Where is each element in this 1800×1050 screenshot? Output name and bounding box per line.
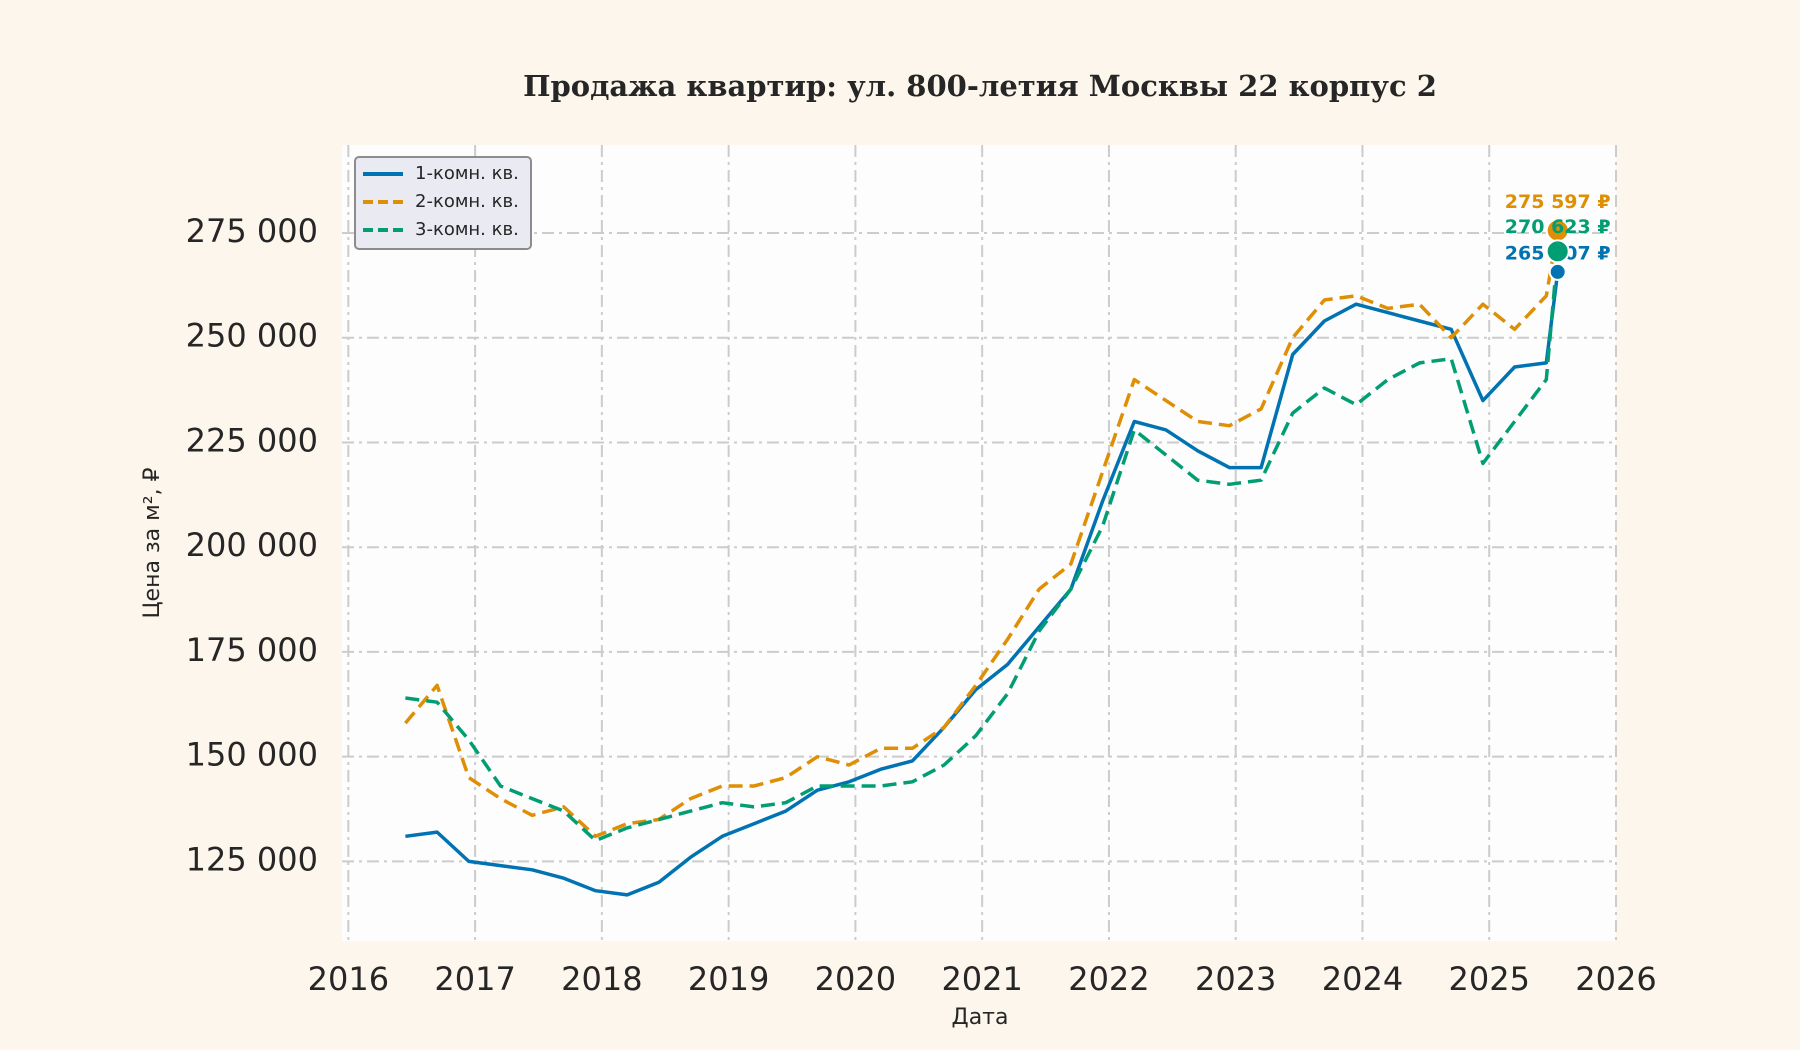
plot-area [342, 145, 1616, 941]
x-tick-label: 2018 [561, 960, 642, 998]
y-tick-label: 200 000 [186, 526, 318, 564]
end-point [1545, 239, 1570, 264]
legend-label: 1-комн. кв. [415, 163, 519, 184]
series-line [405, 251, 1560, 843]
x-tick-label: 2025 [1449, 960, 1530, 998]
y-tick-label: 275 000 [186, 212, 318, 250]
x-tick-label: 2016 [308, 960, 389, 998]
x-tick-label: 2021 [941, 960, 1022, 998]
y-tick-label: 150 000 [186, 736, 318, 774]
x-tick-label: 2026 [1575, 960, 1656, 998]
end-point [1548, 262, 1567, 281]
x-tick-label: 2017 [434, 960, 515, 998]
x-tick-label: 2020 [815, 960, 896, 998]
y-tick-label: 175 000 [186, 631, 318, 669]
series-line [404, 230, 1560, 839]
legend: 1-комн. кв. 2-комн. кв. 3-комн. кв. [354, 156, 532, 250]
legend-label: 2-комн. кв. [415, 191, 519, 212]
y-tick-label: 125 000 [186, 840, 318, 878]
y-tick-label: 225 000 [186, 421, 318, 459]
legend-label: 3-комн. кв. [415, 219, 519, 240]
data-label: 275 597 ₽ [1505, 191, 1611, 213]
x-tick-label: 2024 [1322, 960, 1403, 998]
x-tick-label: 2019 [688, 960, 769, 998]
data-label: 270 623 ₽ [1505, 216, 1611, 238]
series-line [405, 271, 1560, 897]
legend-box [354, 156, 532, 250]
x-tick-label: 2023 [1195, 960, 1276, 998]
y-tick-label: 250 000 [186, 317, 318, 355]
y-axis-label: Цена за м², ₽ [140, 467, 165, 618]
x-tick-label: 2022 [1068, 960, 1149, 998]
chart-title: Продажа квартир: ул. 800-летия Москвы 22… [523, 69, 1437, 103]
x-axis-label: Дата [952, 1005, 1009, 1030]
